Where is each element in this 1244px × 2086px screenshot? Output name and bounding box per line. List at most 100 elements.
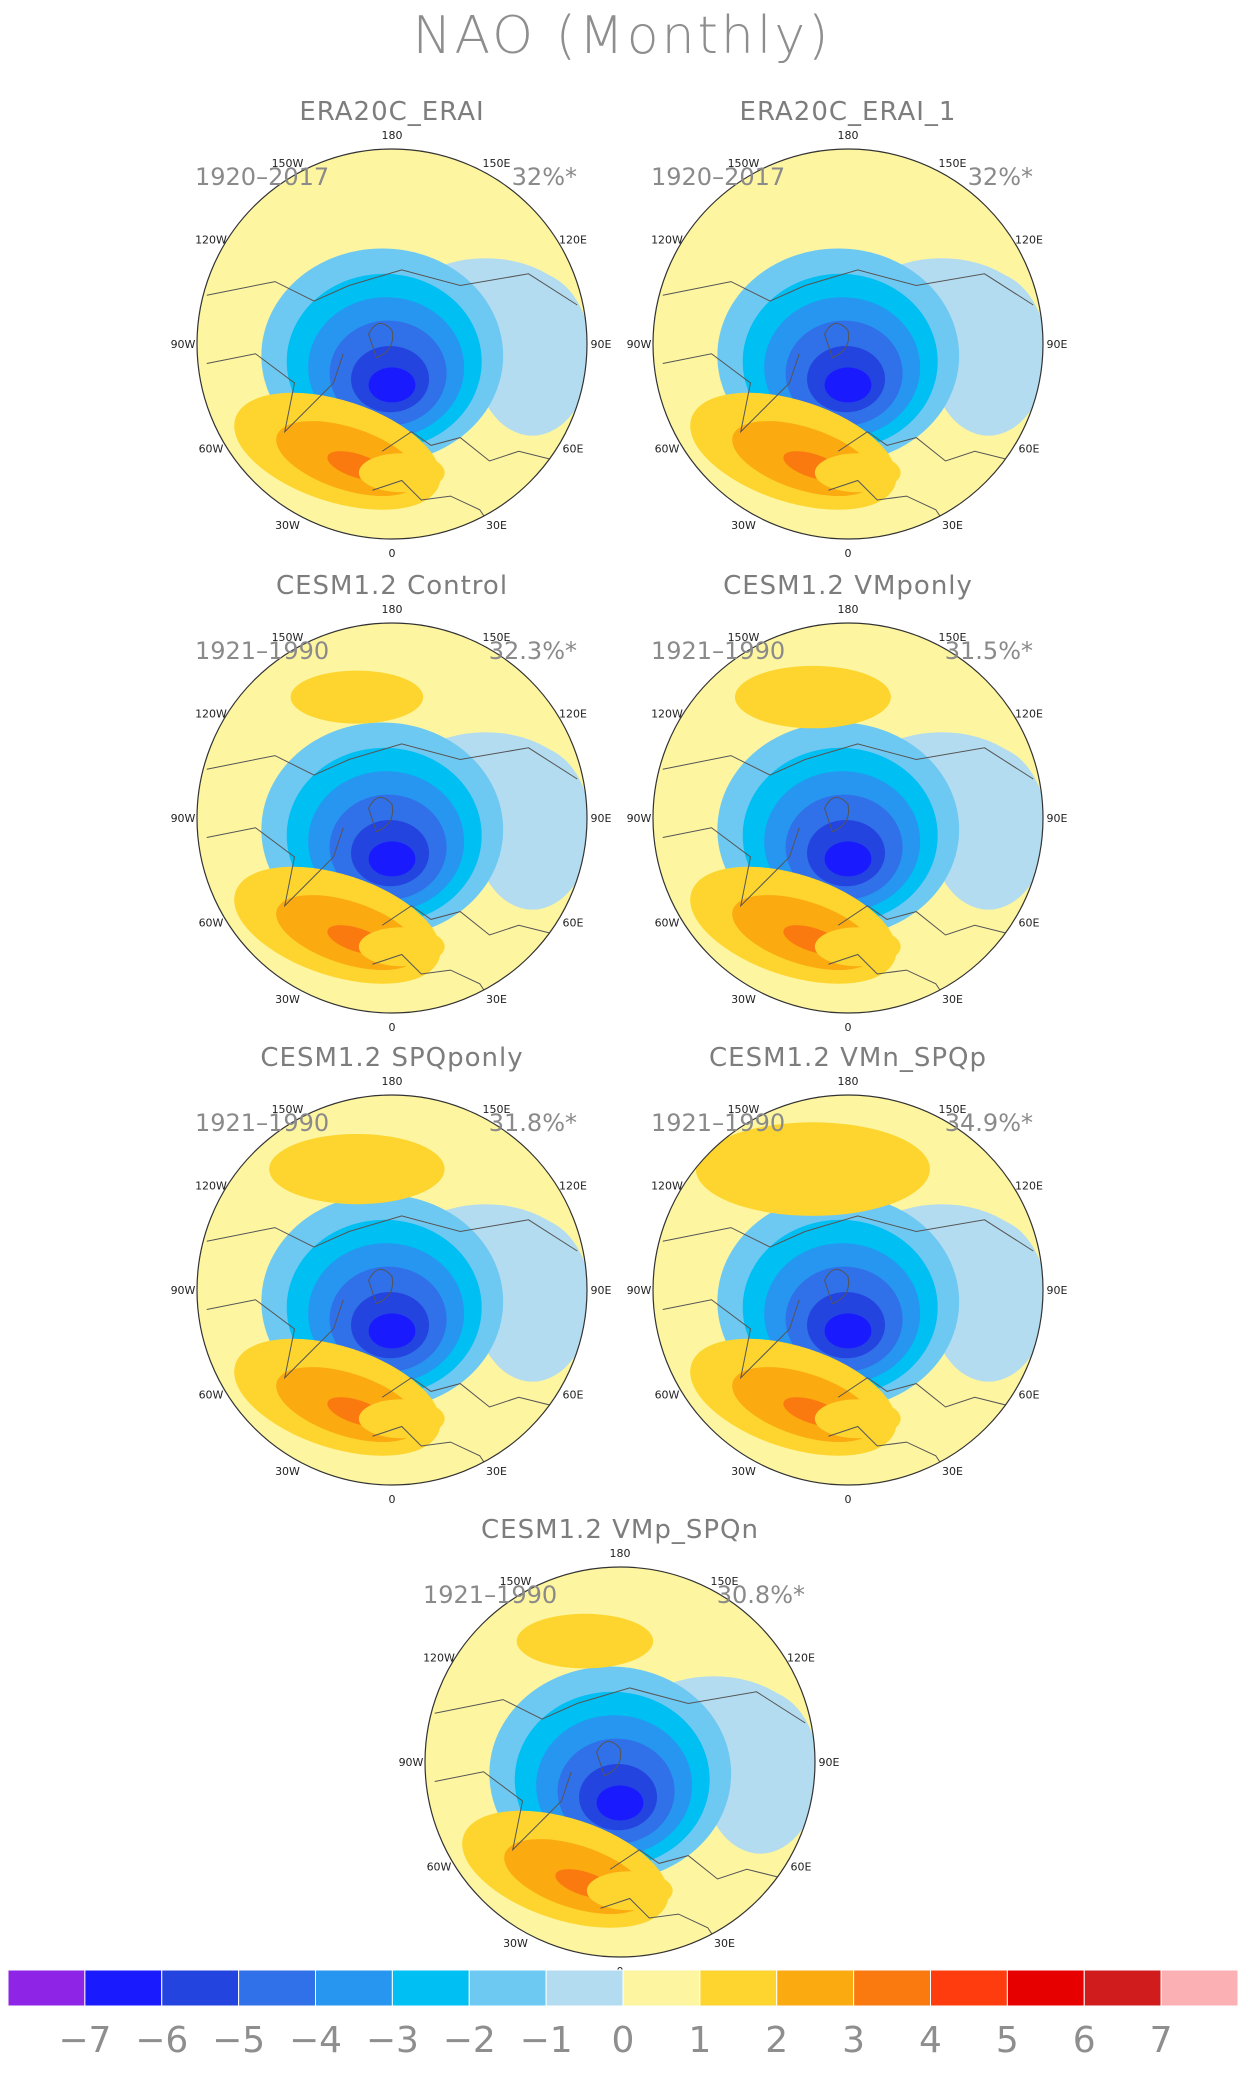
longitude-label: 60W <box>199 917 224 930</box>
colorbar-swatch <box>1083 1969 1162 2007</box>
panel-title: ERA20C_ERAI_1 <box>740 97 957 127</box>
colorbar-tick-label: −3 <box>366 2020 419 2061</box>
contour-negative-1 <box>473 1217 587 1382</box>
map-panel: 180150E120E90E60E30E030W60W90W120W150WCE… <box>399 1515 840 1978</box>
colorbar-tick-label: 2 <box>765 2020 788 2061</box>
longitude-label: 150W <box>272 631 304 644</box>
longitude-label: 180 <box>838 129 859 142</box>
longitude-label: 150W <box>728 631 760 644</box>
panel-years: 1921–1990 <box>195 1109 329 1137</box>
coastline <box>381 905 558 936</box>
longitude-label: 30W <box>275 993 300 1006</box>
contour-positive <box>358 453 445 493</box>
panel-variance: 31.5%* <box>945 637 1033 665</box>
coastline <box>828 479 956 539</box>
longitude-label: 150E <box>711 1575 739 1588</box>
panel-years: 1921–1990 <box>651 1109 785 1137</box>
coastline <box>381 1377 558 1408</box>
contour-positive <box>814 453 901 493</box>
greenland-outline <box>824 1269 850 1305</box>
panel-variance: 32%* <box>968 163 1033 191</box>
longitude-label: 150E <box>939 1103 967 1116</box>
longitude-label: 0 <box>389 1493 396 1506</box>
longitude-label: 90E <box>591 812 612 825</box>
colorbar-swatch <box>1160 1969 1239 2007</box>
coastline <box>600 1897 728 1957</box>
colorbar-swatch <box>1006 1969 1085 2007</box>
longitude-label: 30W <box>731 1465 756 1478</box>
map-panel: 180 150E 120E 90E 60E 30E 0 30W 60W 90W 120W 150W ER… <box>627 97 1068 560</box>
longitude-label: 180 <box>838 603 859 616</box>
colorbar-swatch <box>853 1969 931 2007</box>
panel-title: CESM1.2 VMp_SPQn <box>481 1515 759 1545</box>
longitude-label: 60W <box>655 917 680 930</box>
contour-negative-1 <box>929 745 1043 910</box>
colorbar-swatch <box>699 1969 778 2007</box>
coastline <box>434 1771 572 1852</box>
panel-years: 1921–1990 <box>423 1581 557 1609</box>
longitude-label: 90E <box>1047 1284 1068 1297</box>
coastline <box>206 1215 578 1252</box>
map-boundary <box>424 1566 816 1958</box>
contour-positive <box>586 1871 673 1911</box>
colorbar-tick-label: −1 <box>520 2020 573 2061</box>
colorbar-swatch <box>930 1969 1008 2007</box>
colorbar-swatch <box>315 1969 393 2007</box>
panel-years: 1920–2017 <box>651 163 785 191</box>
colorbar-tick-label: 1 <box>688 2020 711 2061</box>
contour-negative <box>824 841 872 877</box>
longitude-label: 90E <box>819 1756 840 1769</box>
longitude-label: 0 <box>389 1021 396 1034</box>
longitude-label: 60E <box>563 917 584 930</box>
longitude-label: 180 <box>382 603 403 616</box>
contour-positive <box>358 1399 445 1439</box>
contour-negative-1 <box>929 1217 1043 1382</box>
colorbar-tick-label: 0 <box>612 2020 635 2061</box>
longitude-label: 120W <box>195 234 227 247</box>
longitude-label: 30W <box>275 519 300 532</box>
contour-negative <box>824 367 872 403</box>
longitude-label: 120W <box>423 1652 455 1665</box>
longitude-label: 30E <box>942 993 963 1006</box>
contour-positive-pacific <box>695 1122 930 1216</box>
map-boundary <box>652 622 1044 1014</box>
longitude-label: 150E <box>939 631 967 644</box>
contour-positive <box>814 1399 901 1439</box>
longitude-label: 0 <box>845 547 852 560</box>
longitude-label: 150W <box>272 1103 304 1116</box>
panel-years: 1921–1990 <box>651 637 785 665</box>
longitude-label: 120E <box>559 234 587 247</box>
longitude-label: 60E <box>1019 917 1040 930</box>
longitude-label: 90W <box>627 812 652 825</box>
map-boundary <box>196 1094 588 1486</box>
contour-negative-1 <box>929 271 1043 436</box>
panel-variance: 34.9%* <box>945 1109 1033 1137</box>
coastline <box>381 431 558 462</box>
coastline <box>206 1299 344 1380</box>
longitude-label: 60W <box>199 443 224 456</box>
longitude-label: 90W <box>399 1756 424 1769</box>
coastline <box>828 953 956 1013</box>
map-panel: 180150E120E90E60E30E030W60W90W120W150WCE… <box>171 571 612 1034</box>
contour-negative <box>368 841 416 877</box>
coastline <box>206 827 344 908</box>
longitude-label: 150W <box>728 1103 760 1116</box>
colorbar-swatch <box>238 1969 316 2007</box>
colorbar-swatch <box>7 1969 86 2007</box>
coastline <box>837 431 1014 462</box>
longitude-label: 90W <box>171 338 196 351</box>
greenland-outline <box>596 1741 622 1777</box>
longitude-label: 90E <box>591 1284 612 1297</box>
longitude-label: 150E <box>483 1103 511 1116</box>
longitude-label: 150W <box>728 157 760 170</box>
contour-negative <box>368 367 416 403</box>
longitude-label: 90W <box>627 1284 652 1297</box>
longitude-label: 150E <box>483 157 511 170</box>
panel-title: CESM1.2 SPQponly <box>260 1043 523 1073</box>
panel-title: CESM1.2 VMn_SPQp <box>709 1043 987 1073</box>
contour-negative-1 <box>473 271 587 436</box>
colorbar: −7 −6 −5 −4 −3 −2 −1 0 1 2 3 4 5 6 7 <box>7 1969 1239 2061</box>
longitude-label: 180 <box>382 1075 403 1088</box>
longitude-label: 60W <box>655 1389 680 1402</box>
longitude-label: 120W <box>195 708 227 721</box>
